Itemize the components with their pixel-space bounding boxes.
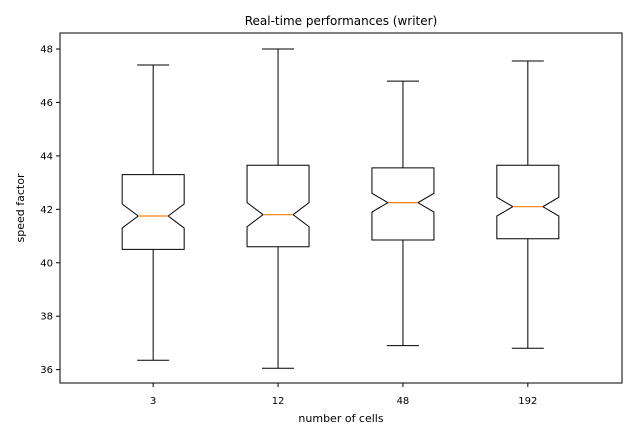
chart-title: Real-time performances (writer) <box>245 14 438 28</box>
y-tick-label: 42 <box>40 205 53 216</box>
box-group <box>496 60 560 349</box>
x-tick-label: 12 <box>272 396 285 407</box>
box-group <box>246 48 310 369</box>
notched-box <box>496 164 560 240</box>
x-tick-label: 3 <box>150 396 156 407</box>
x-tick-label: 192 <box>518 396 537 407</box>
y-axis: 36 38 40 42 44 46 48 <box>40 45 60 376</box>
x-tick-label: 48 <box>397 396 410 407</box>
notched-box <box>121 174 185 250</box>
notched-box <box>371 167 435 241</box>
x-axis-label: number of cells <box>298 412 383 425</box>
box-group <box>121 64 185 361</box>
plot-area <box>121 48 560 369</box>
y-axis-label: speed factor <box>14 173 27 242</box>
y-tick-label: 38 <box>40 312 53 323</box>
plot-frame <box>59 32 623 384</box>
x-axis: 3 12 48 192 <box>150 383 537 407</box>
notched-box <box>246 164 310 248</box>
y-tick-label: 36 <box>40 365 53 376</box>
y-tick-label: 44 <box>40 151 53 162</box>
y-tick-label: 48 <box>40 45 53 56</box>
box-group <box>371 80 435 347</box>
y-tick-label: 40 <box>40 258 53 269</box>
y-tick-label: 46 <box>40 98 53 109</box>
